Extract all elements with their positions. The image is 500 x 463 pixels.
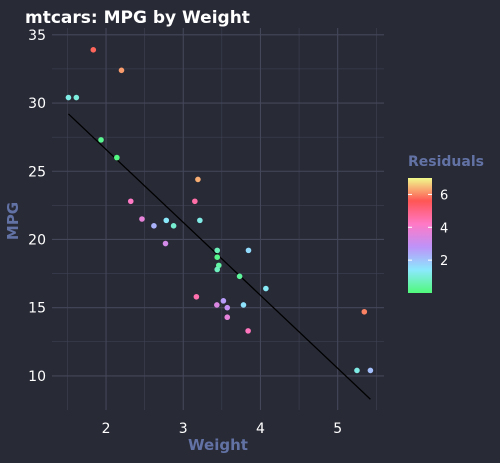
data-points	[65, 47, 374, 374]
data-point	[220, 298, 227, 304]
data-point	[245, 247, 252, 254]
data-point	[361, 308, 368, 315]
legend-colorbar	[408, 178, 432, 293]
legend: Residuals 2 4 6	[408, 154, 484, 293]
data-point	[214, 302, 220, 308]
grid	[52, 28, 384, 410]
y-tick-label: 30	[28, 96, 46, 112]
axis-tick-labels: 2 3 4 5 10 15 20 25 30 35	[28, 28, 342, 437]
data-point	[263, 285, 269, 292]
x-axis-title: Weight	[188, 436, 248, 454]
data-point	[214, 247, 221, 254]
legend-tick-label: 4	[440, 221, 448, 236]
data-point	[170, 223, 177, 229]
x-tick-label: 3	[179, 421, 188, 437]
data-point	[367, 367, 374, 374]
x-tick-label: 5	[333, 421, 342, 437]
data-point	[193, 293, 200, 300]
data-point	[118, 67, 125, 74]
data-point	[151, 223, 157, 229]
data-point	[245, 328, 251, 334]
legend-tick-labels: 2 4 6	[408, 188, 448, 269]
x-tick-label: 4	[256, 421, 265, 437]
y-tick-label: 15	[28, 301, 46, 317]
data-point	[354, 367, 360, 374]
y-tick-label: 25	[28, 164, 46, 180]
data-point	[236, 273, 243, 280]
legend-title: Residuals	[408, 154, 484, 170]
data-point	[197, 217, 203, 224]
legend-tick-label: 2	[440, 254, 448, 269]
data-point	[192, 198, 198, 205]
data-point	[214, 254, 221, 260]
data-point	[98, 137, 104, 143]
data-point	[163, 217, 170, 224]
data-point	[214, 266, 221, 273]
data-point	[73, 94, 80, 101]
data-point	[162, 240, 169, 247]
data-point	[139, 216, 145, 222]
data-point	[224, 314, 231, 321]
data-point	[195, 176, 201, 183]
data-point	[65, 94, 72, 101]
legend-tick-label: 6	[440, 188, 448, 203]
y-axis-title: MPG	[4, 202, 22, 240]
y-tick-label: 20	[28, 232, 46, 248]
data-point	[114, 154, 120, 161]
data-point	[90, 47, 97, 53]
y-tick-label: 35	[28, 28, 46, 44]
x-tick-label: 2	[102, 421, 111, 437]
data-point	[127, 198, 134, 205]
chart-title: mtcars: MPG by Weight	[25, 8, 250, 28]
data-point	[240, 302, 247, 308]
data-point	[224, 304, 231, 311]
y-tick-label: 10	[28, 369, 46, 385]
